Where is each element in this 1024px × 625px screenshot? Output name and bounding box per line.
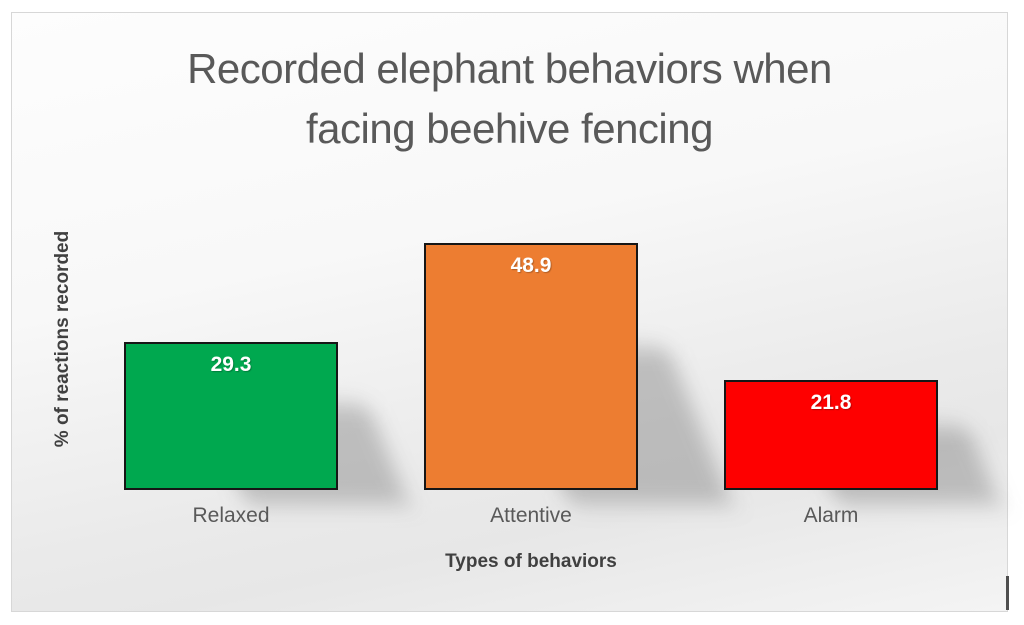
plot-area: 29.3 Relaxed 48.9 Attentive 21.8 Alarm <box>12 13 1007 611</box>
x-axis-title: Types of behaviors <box>445 551 617 572</box>
category-label-relaxed: Relaxed <box>192 504 270 527</box>
chart-frame: Recorded elephant behaviors when facing … <box>11 12 1009 612</box>
bar-attentive <box>424 243 638 490</box>
category-label-attentive: Attentive <box>490 504 572 527</box>
chart-title: Recorded elephant behaviors when facing … <box>187 45 832 152</box>
bar-group-relaxed: 29.3 Relaxed <box>124 342 409 527</box>
bar-value-label-attentive: 48.9 <box>510 254 552 277</box>
bar-value-label-relaxed: 29.3 <box>210 353 252 376</box>
bar-value-label-alarm: 21.8 <box>810 391 852 414</box>
dark-edge-artifact <box>1006 576 1009 610</box>
bar-group-alarm: 21.8 Alarm <box>724 380 1000 527</box>
bar-group-attentive: 48.9 Attentive <box>424 243 732 527</box>
bar-relaxed <box>124 342 338 490</box>
bar-alarm <box>724 380 938 490</box>
category-label-alarm: Alarm <box>803 504 859 527</box>
